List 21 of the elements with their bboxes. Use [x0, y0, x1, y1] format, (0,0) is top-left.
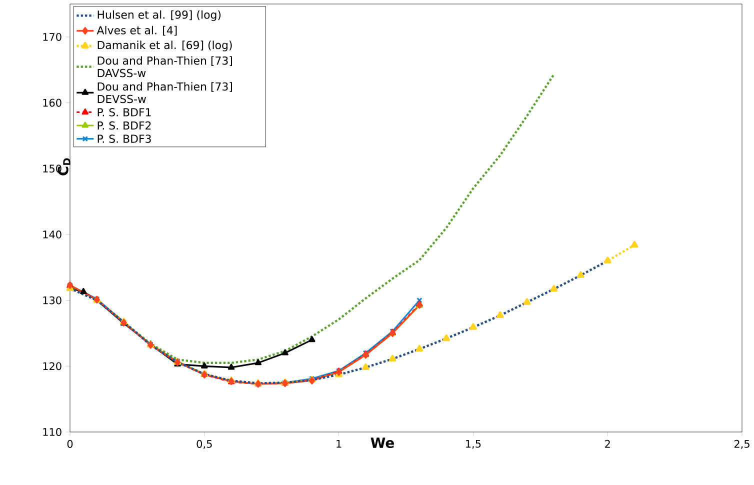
legend-label: P. S. BDF3 — [98, 134, 151, 143]
x-tick-label: 2 — [605, 440, 610, 448]
legend-label: Dou and Phan-Thien [73] DEVSS-w — [98, 82, 232, 104]
y-tick-label: 170 — [43, 32, 62, 41]
x-axis-title: We — [370, 438, 394, 448]
y-tick-label: 130 — [43, 296, 62, 304]
y-tick-label: 110 — [43, 428, 62, 436]
legend-label: P. S. BDF2 — [98, 121, 151, 130]
legend-label: Hulsen et al. [99] (log) — [98, 10, 221, 21]
x-tick-label: 1,5 — [466, 440, 481, 449]
x-tick-label: 0 — [67, 440, 73, 448]
legend-label: P. S. BDF1 — [98, 108, 151, 116]
legend-label: Alves et al. [4] — [96, 26, 177, 36]
y-tick-label: 160 — [43, 98, 62, 107]
y-tick-label: 120 — [43, 362, 62, 370]
legend-label: Dou and Phan-Thien [73] DAVSS-w — [98, 56, 232, 78]
x-tick-label: 1 — [336, 440, 342, 448]
x-tick-label: 0,5 — [196, 440, 212, 449]
y-tick-label: 140 — [43, 230, 62, 238]
legend-label: Damanik et al. [69] (log) — [98, 40, 232, 52]
x-tick-label: 2,5 — [734, 440, 750, 449]
